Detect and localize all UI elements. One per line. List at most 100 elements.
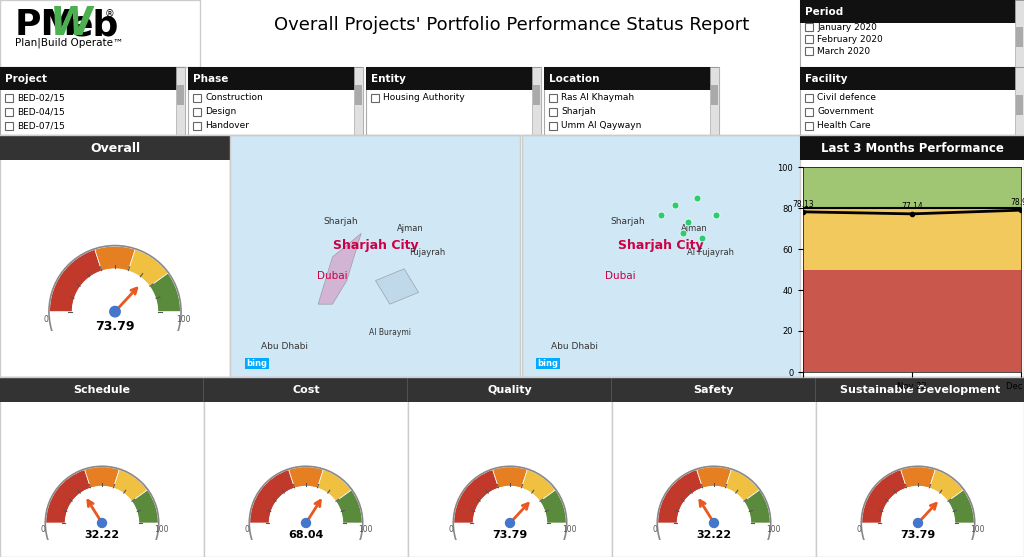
Bar <box>0 377 204 402</box>
Bar <box>193 94 201 102</box>
Bar <box>816 377 1024 557</box>
Text: 100: 100 <box>357 525 372 534</box>
Text: Safety: Safety <box>693 385 734 395</box>
Text: February 2020: February 2020 <box>817 35 883 43</box>
Text: BED-02/15: BED-02/15 <box>17 94 65 102</box>
Text: ®: ® <box>105 9 115 19</box>
Bar <box>5 108 13 116</box>
Text: 100: 100 <box>970 525 984 534</box>
Bar <box>805 23 813 31</box>
Wedge shape <box>657 470 702 523</box>
Polygon shape <box>318 233 361 304</box>
Text: eb: eb <box>68 8 119 42</box>
Bar <box>355 85 362 105</box>
Wedge shape <box>540 490 566 523</box>
Text: Location: Location <box>549 74 599 84</box>
Bar <box>800 135 1024 160</box>
Wedge shape <box>95 246 135 271</box>
Wedge shape <box>49 250 101 311</box>
Wedge shape <box>521 470 555 501</box>
Wedge shape <box>289 467 324 488</box>
Text: 77.14: 77.14 <box>901 202 923 211</box>
Bar <box>816 377 1024 402</box>
Text: Ajman: Ajman <box>681 224 708 233</box>
Circle shape <box>678 486 751 557</box>
Text: Cost: Cost <box>292 385 319 395</box>
Bar <box>805 94 813 102</box>
Text: Schedule: Schedule <box>74 385 130 395</box>
Bar <box>371 94 379 102</box>
Bar <box>805 122 813 130</box>
Text: 78.95: 78.95 <box>1010 198 1024 207</box>
Bar <box>800 135 1024 377</box>
Text: Housing Authority: Housing Authority <box>383 94 465 102</box>
Text: Period: Period <box>805 7 843 17</box>
Wedge shape <box>901 467 935 488</box>
Text: 0: 0 <box>449 525 454 534</box>
Text: Quality: Quality <box>487 385 532 395</box>
Bar <box>5 94 13 102</box>
Circle shape <box>882 486 954 557</box>
Text: bing: bing <box>538 359 559 368</box>
Text: Dubai: Dubai <box>604 271 635 281</box>
Wedge shape <box>336 490 362 523</box>
Circle shape <box>269 486 342 557</box>
Text: Handover: Handover <box>205 121 249 130</box>
Text: 100: 100 <box>766 525 780 534</box>
Text: Design: Design <box>205 108 237 116</box>
Circle shape <box>506 519 514 527</box>
Bar <box>803 208 1021 228</box>
Text: Ajman: Ajman <box>396 224 423 233</box>
Text: Project: Project <box>5 74 47 84</box>
Wedge shape <box>929 470 964 501</box>
Bar <box>0 67 185 90</box>
Wedge shape <box>725 470 760 501</box>
Text: 100: 100 <box>562 525 577 534</box>
Bar <box>800 67 1024 135</box>
Wedge shape <box>131 490 158 523</box>
Text: Umm Al Qaywayn: Umm Al Qaywayn <box>561 121 641 130</box>
Text: Sharjah City: Sharjah City <box>618 239 703 252</box>
Text: 0: 0 <box>41 525 45 534</box>
Bar <box>1016 95 1023 115</box>
Text: Abu Dhabi: Abu Dhabi <box>551 342 598 351</box>
Bar <box>544 67 719 135</box>
Bar <box>177 85 184 105</box>
Wedge shape <box>743 490 770 523</box>
Wedge shape <box>696 467 731 488</box>
Bar <box>803 270 1021 372</box>
Bar <box>0 135 230 377</box>
Text: Al Fujayrah: Al Fujayrah <box>687 248 734 257</box>
Bar <box>800 0 1024 67</box>
Bar <box>532 67 541 135</box>
Bar <box>408 377 612 557</box>
Circle shape <box>110 306 120 317</box>
Bar <box>549 94 557 102</box>
Text: Health Care: Health Care <box>817 121 870 130</box>
Text: Phase: Phase <box>193 74 228 84</box>
Bar <box>366 67 541 135</box>
Circle shape <box>73 269 158 354</box>
Text: Ras Al Khaymah: Ras Al Khaymah <box>561 94 634 102</box>
Wedge shape <box>250 470 295 523</box>
Bar <box>230 135 520 377</box>
Bar <box>710 67 719 135</box>
Text: 100: 100 <box>176 315 190 324</box>
Text: 32.22: 32.22 <box>84 530 120 540</box>
Text: 0: 0 <box>245 525 250 534</box>
Bar <box>522 135 802 377</box>
Wedge shape <box>150 273 180 311</box>
Text: Sharjah: Sharjah <box>324 217 358 226</box>
Text: Al Buraymi: Al Buraymi <box>369 328 411 337</box>
Bar <box>711 85 718 105</box>
Text: January 2020: January 2020 <box>817 22 877 32</box>
Text: Overall: Overall <box>90 141 140 154</box>
Text: Sharjah: Sharjah <box>561 108 596 116</box>
Bar <box>803 167 1021 208</box>
Polygon shape <box>376 269 419 304</box>
Text: Facility: Facility <box>805 74 848 84</box>
Bar <box>612 377 816 557</box>
Bar <box>0 377 204 557</box>
Text: March 2020: March 2020 <box>817 46 870 56</box>
Bar <box>549 108 557 116</box>
